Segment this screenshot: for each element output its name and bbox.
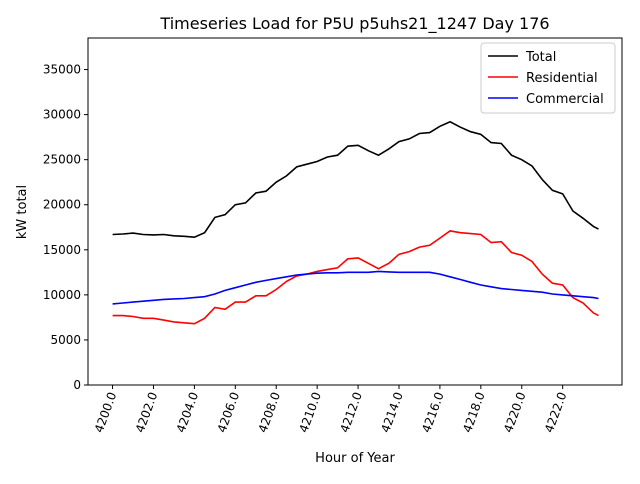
series-line-commercial [112,270,599,305]
x-tick-label: 4222.0 [542,390,570,434]
y-axis-label: kW total [15,185,30,239]
y-tick-label: 15000 [43,243,81,257]
series-line-total [112,120,599,239]
x-tick-label: 4212.0 [337,390,365,434]
series-line-residential [112,230,599,325]
x-tick-label: 4202.0 [133,390,161,434]
axes-frame [87,37,623,386]
x-axis: 4200.0 4202.0 4204.0 4206.0 4208.0 4210.0 4212… [92,385,570,434]
x-tick-label: 4218.0 [460,390,488,434]
x-tick-label: 4214.0 [378,390,406,434]
y-tick-label: 35000 [43,63,81,77]
legend-label-commercial: Commercial [526,92,604,107]
y-tick-label: 0 [73,378,81,392]
y-tick-label: 5000 [50,333,81,347]
x-tick-label: 4220.0 [501,390,529,434]
legend-box [480,42,616,114]
legend: Total Residential Commercial [480,42,616,114]
y-tick-label: 30000 [43,108,81,122]
y-axis: 0 5000 10000 15000 20000 25000 30000 35000 [43,63,88,392]
x-axis-label: Hour of Year [315,451,395,466]
y-tick-label: 25000 [43,153,81,167]
chart-title: Timeseries Load for P5U p5uhs21_1247 Day… [159,14,549,34]
legend-label-total: Total [525,50,556,65]
x-tick-label: 4216.0 [419,390,447,434]
x-tick-label: 4200.0 [92,390,120,434]
x-tick-label: 4204.0 [174,390,202,434]
x-tick-label: 4210.0 [296,390,324,434]
y-tick-label: 10000 [43,288,81,302]
x-tick-label: 4206.0 [215,390,243,434]
legend-label-residential: Residential [526,71,598,86]
plot-area [112,120,599,325]
y-tick-label: 20000 [43,198,81,212]
x-tick-label: 4208.0 [256,390,284,434]
